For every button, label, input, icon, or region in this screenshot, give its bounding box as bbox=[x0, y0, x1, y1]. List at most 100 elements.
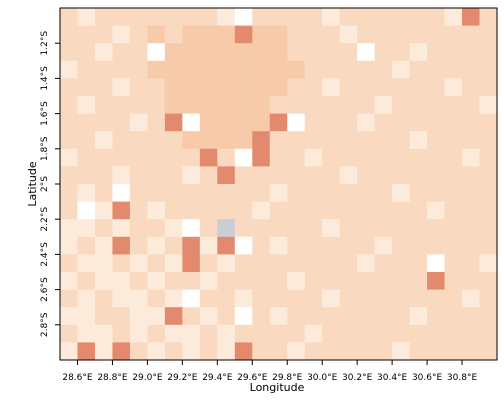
cell bbox=[94, 272, 113, 290]
cell bbox=[409, 307, 428, 326]
cell bbox=[60, 236, 78, 255]
cell bbox=[269, 201, 288, 220]
cell bbox=[374, 236, 393, 255]
cell bbox=[287, 8, 306, 26]
y-tick-label: 1.2°S bbox=[40, 31, 50, 56]
cell bbox=[304, 324, 323, 343]
cell bbox=[287, 148, 306, 167]
cell bbox=[217, 201, 236, 220]
cell bbox=[392, 272, 410, 290]
cell bbox=[217, 272, 236, 290]
cell bbox=[304, 78, 323, 97]
cell bbox=[409, 43, 428, 62]
cell bbox=[479, 96, 498, 114]
cell bbox=[147, 113, 166, 132]
cell bbox=[182, 184, 201, 202]
cell bbox=[339, 25, 358, 44]
cell bbox=[164, 78, 183, 97]
cell bbox=[304, 43, 323, 62]
cell bbox=[287, 43, 306, 62]
cell bbox=[479, 324, 498, 343]
cell bbox=[392, 25, 410, 44]
cell bbox=[269, 219, 288, 238]
cell bbox=[147, 236, 166, 255]
cell bbox=[444, 25, 463, 44]
cell bbox=[94, 289, 113, 308]
cell bbox=[269, 113, 288, 132]
cell bbox=[374, 25, 393, 44]
cell bbox=[462, 342, 480, 361]
cell bbox=[444, 219, 463, 238]
cell bbox=[234, 201, 253, 220]
cell bbox=[409, 78, 428, 97]
cell bbox=[164, 60, 183, 79]
cell bbox=[234, 96, 253, 114]
cell bbox=[129, 131, 148, 150]
cell bbox=[427, 60, 445, 79]
cell bbox=[60, 8, 78, 26]
cell bbox=[199, 60, 218, 79]
cell bbox=[182, 148, 201, 167]
cell bbox=[77, 148, 96, 167]
cell bbox=[462, 25, 480, 44]
cell bbox=[164, 166, 183, 185]
cell bbox=[129, 148, 148, 167]
cell bbox=[147, 201, 166, 220]
cell bbox=[462, 307, 480, 326]
cell bbox=[129, 236, 148, 255]
cell bbox=[287, 201, 306, 220]
cell bbox=[60, 96, 78, 114]
cell bbox=[252, 25, 271, 44]
cell bbox=[60, 148, 78, 167]
cell bbox=[147, 78, 166, 97]
cell bbox=[94, 254, 113, 273]
cell bbox=[409, 254, 428, 273]
cell bbox=[479, 201, 498, 220]
cell bbox=[112, 131, 131, 150]
cell bbox=[444, 236, 463, 255]
cell bbox=[444, 78, 463, 97]
x-tick-label: 28.6°E bbox=[62, 373, 93, 383]
cell bbox=[339, 324, 358, 343]
cell bbox=[164, 272, 183, 290]
x-tick-label: 30.0°E bbox=[307, 373, 338, 383]
cell bbox=[462, 148, 480, 167]
cell bbox=[392, 236, 410, 255]
cell bbox=[427, 289, 445, 308]
cell bbox=[409, 131, 428, 150]
cell bbox=[339, 184, 358, 202]
cell bbox=[77, 131, 96, 150]
cell bbox=[234, 131, 253, 150]
cell bbox=[60, 43, 78, 62]
cell bbox=[77, 307, 96, 326]
x-tick-label: 29.0°E bbox=[132, 373, 163, 383]
cell bbox=[287, 131, 306, 150]
cell bbox=[147, 289, 166, 308]
cell bbox=[77, 324, 96, 343]
cell bbox=[129, 289, 148, 308]
x-tick-label: 30.8°E bbox=[447, 373, 478, 383]
cell bbox=[60, 254, 78, 273]
cell bbox=[462, 43, 480, 62]
cell bbox=[182, 254, 201, 273]
cell bbox=[217, 78, 236, 97]
cell bbox=[234, 113, 253, 132]
cell bbox=[304, 236, 323, 255]
cell bbox=[182, 96, 201, 114]
cell bbox=[322, 166, 341, 185]
cell bbox=[77, 25, 96, 44]
cell bbox=[409, 289, 428, 308]
cell bbox=[112, 324, 131, 343]
cell bbox=[164, 289, 183, 308]
cell bbox=[444, 324, 463, 343]
cell bbox=[112, 236, 131, 255]
cell bbox=[374, 131, 393, 150]
cell bbox=[164, 201, 183, 220]
cell bbox=[199, 131, 218, 150]
cell bbox=[357, 272, 376, 290]
cell bbox=[409, 60, 428, 79]
cell bbox=[409, 324, 428, 343]
cell bbox=[252, 184, 271, 202]
cell bbox=[147, 184, 166, 202]
cell bbox=[462, 289, 480, 308]
